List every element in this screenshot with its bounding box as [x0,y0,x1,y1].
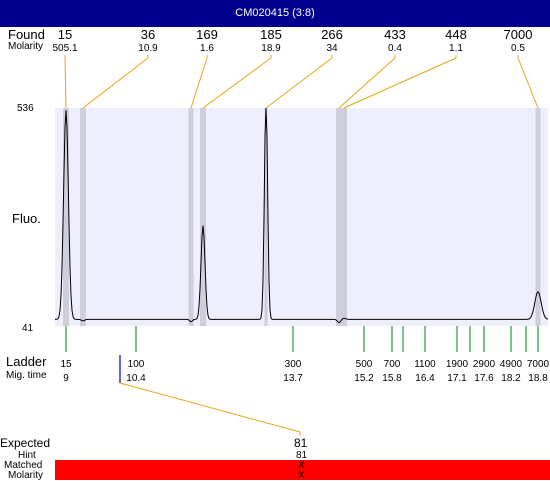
found-molarity-label: 10.9 [138,43,158,54]
molarity-bottom-label: Molarity [8,470,44,481]
found-size-label: 36 [141,27,155,42]
ladder-marker: 4900 18.2 [500,326,523,384]
peak-connector [517,57,539,109]
peak-band [264,108,268,326]
matched-label: Matched [4,460,43,471]
found-size-label: 266 [321,27,343,42]
found-size-label: 169 [196,27,218,42]
peak-connector [202,57,272,109]
matched-value: X [298,460,305,471]
peak-connector [82,57,149,109]
peak-band [341,108,347,326]
ladder-time-label: 18.8 [528,373,548,384]
ladder-time-label: 17.1 [447,373,467,384]
ladder-marker: 700 15.8 [382,326,402,384]
ladder-marker: 300 13.7 [283,326,303,384]
ladder-size-label: 500 [356,359,373,370]
fluorescence-trace [55,107,549,324]
molarity-value: X [298,470,305,481]
hint-value: 81 [296,450,308,461]
found-molarity-label: 505.1 [52,43,77,54]
window-title: CM020415 (3:8) [0,0,550,27]
matched-bar [55,460,550,480]
found-size-label: 448 [445,27,467,42]
ladder-marker: 1100 16.4 [414,326,436,384]
ladder-marker: 500 15.2 [354,326,374,384]
ladder-size-label: 2900 [473,359,496,370]
ladder-time-label: 17.6 [474,373,494,384]
ladder-marker: 100 10.4 [126,326,146,384]
ladder-size-label: 1900 [446,359,469,370]
ladder-marker: 1900 17.1 [446,326,469,384]
plot-area [55,108,548,326]
ladder-time-label: 18.2 [501,373,521,384]
ladder-size-label: 15 [60,359,72,370]
peak-connector [265,57,333,109]
peak-band [188,108,194,326]
ladder-time-label: 15.8 [382,373,402,384]
ladder-time-label: 9 [63,373,69,384]
peak-band [535,108,541,326]
hint-label: Hint [18,450,36,461]
found-molarity-label: 1.6 [200,43,214,54]
ladder-size-label: 4900 [500,359,523,370]
peak-connector [64,57,67,109]
expected-value: 81 [294,436,308,450]
ladder-time-label: 15.2 [354,373,374,384]
found-molarity-label: 34 [326,43,338,54]
ladder-size-label: 700 [384,359,401,370]
found-molarity-label: 18.9 [261,43,281,54]
molarity-label: Molarity [8,41,44,52]
ladder-marker: 159 [60,326,72,384]
peak-band [336,108,342,326]
ladder-size-label: 300 [285,359,302,370]
expected-label: Expected [0,436,51,450]
found-label: Found [8,27,45,42]
peak-band [63,108,69,326]
ladder-size-label: 1100 [414,359,436,370]
peak-connector [343,57,457,109]
ladder-time-label: 16.4 [415,373,435,384]
found-size-label: 433 [384,27,406,42]
peak-band [80,108,86,326]
ladder-time-label: 13.7 [283,373,303,384]
ladder-size-label: 100 [128,359,145,370]
found-size-label: 15 [58,27,72,42]
fluo-axis-label: Fluo. [12,211,41,226]
ladder-time-label: 10.4 [126,373,146,384]
expected-connector [119,382,301,433]
ladder-marker: 2900 17.6 [473,326,496,384]
y-tick-max: 536 [17,103,34,114]
peak-connector [190,57,208,109]
ladder-label: Ladder [6,354,47,369]
found-size-label: 7000 [504,27,533,42]
found-size-label: 185 [260,27,282,42]
found-molarity-label: 0.4 [388,43,402,54]
ladder-size-label: 7000 [527,359,550,370]
ladder-marker: 7000 18.8 [527,326,550,384]
peak-band [200,108,206,326]
found-molarity-label: 0.5 [511,43,525,54]
y-tick-min: 41 [22,323,34,334]
mig-time-label: Mig. time [6,370,47,381]
peak-connector [338,57,396,109]
found-molarity-label: 1.1 [449,43,463,54]
